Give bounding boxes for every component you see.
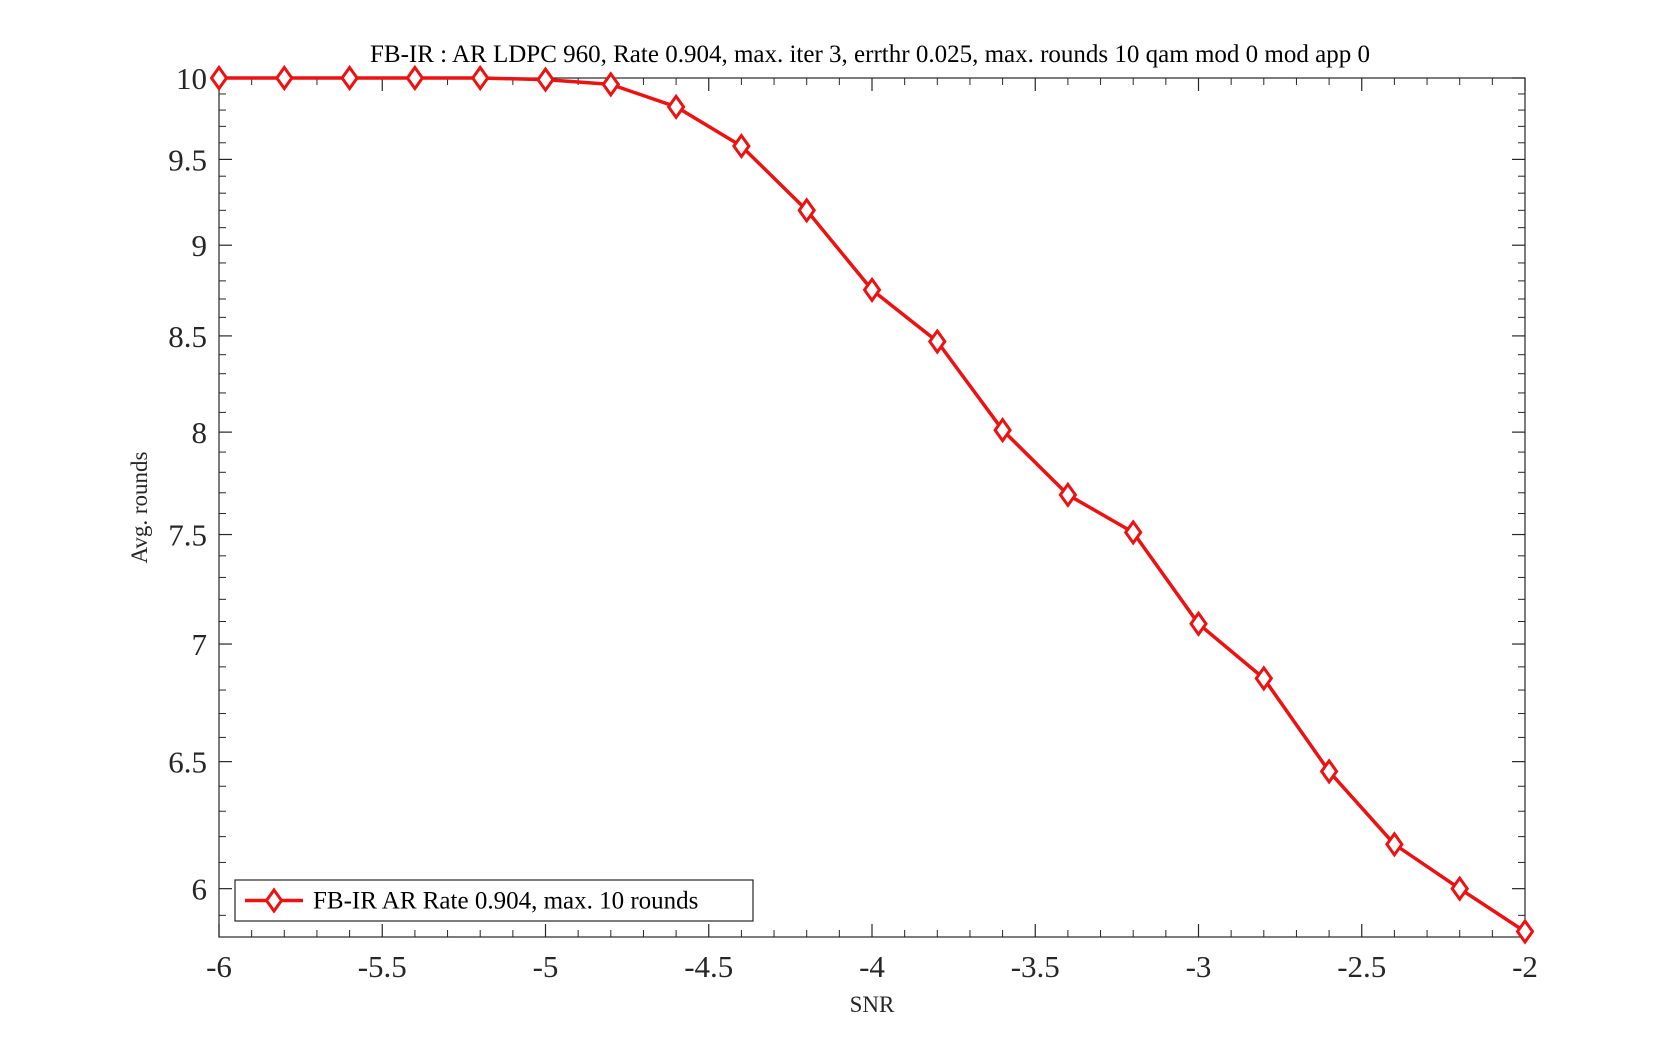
plot-area — [219, 78, 1525, 937]
data-point-marker — [1058, 481, 1078, 508]
x-axis-title: SNR — [850, 992, 895, 1017]
data-point-marker — [732, 133, 751, 160]
data-point-marker — [470, 64, 490, 92]
y-tick-label: 6 — [192, 872, 208, 907]
data-point-marker — [209, 64, 229, 92]
data-point-marker — [1123, 519, 1143, 546]
data-point-marker — [993, 417, 1012, 444]
axis-ticks — [218, 77, 1526, 937]
legend-label: FB-IR AR Rate 0.904, max. 10 rounds — [313, 888, 698, 915]
data-point-marker — [274, 64, 294, 92]
x-tick-label: -2 — [1512, 949, 1538, 984]
y-tick-label: 7.5 — [168, 518, 207, 553]
y-tick-label: 9 — [192, 228, 208, 263]
data-point-marker — [1189, 610, 1208, 637]
y-tick-label: 8 — [192, 415, 208, 450]
data-point-marker — [927, 328, 947, 355]
x-tick-label: -6 — [206, 949, 232, 984]
y-tick-label: 7 — [192, 627, 208, 662]
plot-frame — [218, 77, 1526, 938]
legend: FB-IR AR Rate 0.904, max. 10 rounds — [234, 879, 754, 922]
y-tick-label: 10 — [176, 61, 207, 96]
data-point-marker — [1319, 758, 1339, 785]
data-point-marker — [862, 276, 882, 303]
data-point-marker — [340, 64, 359, 92]
y-tick-label: 8.5 — [168, 319, 207, 354]
y-tick-label: 9.5 — [168, 142, 207, 177]
data-point-marker — [536, 66, 555, 93]
data-point-marker — [666, 93, 686, 120]
x-tick-label: -3.5 — [1011, 949, 1060, 984]
legend-box — [234, 879, 754, 922]
data-point-marker — [601, 71, 621, 98]
legend-diamond-marker-icon — [264, 887, 284, 914]
y-tick-label: 6.5 — [168, 745, 207, 780]
x-tick-label: -4 — [859, 949, 885, 984]
data-point-marker — [1385, 831, 1404, 858]
series-markers — [209, 64, 1535, 945]
data-point-marker — [1254, 665, 1274, 692]
x-tick-label: -3 — [1186, 949, 1212, 984]
data-point-marker — [1515, 918, 1535, 945]
y-axis-title: Avg. rounds — [127, 451, 152, 563]
data-point-marker — [797, 197, 817, 224]
axis-tick-labels: -6 -5.5 -5 -4.5 -4 -3.5 -3 -2.5 -2 6 6.5 7 7.5 8 8.5 9 9… — [168, 61, 1538, 984]
chart-title: FB-IR : AR LDPC 960, Rate 0.904, max. it… — [370, 41, 1370, 68]
x-tick-label: -2.5 — [1337, 949, 1386, 984]
x-tick-label: -4.5 — [684, 949, 733, 984]
data-point-marker — [405, 64, 425, 92]
x-tick-label: -5.5 — [358, 949, 407, 984]
x-tick-label: -5 — [533, 949, 559, 984]
data-point-marker — [1450, 875, 1470, 902]
